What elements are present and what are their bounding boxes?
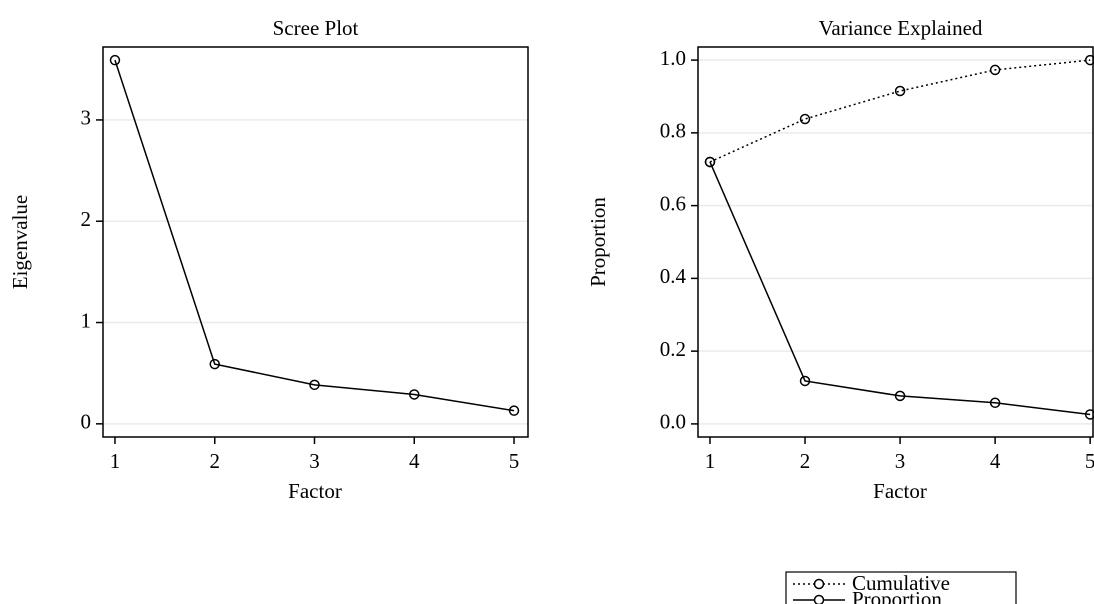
- x-axis-label: Factor: [288, 479, 342, 503]
- x-tick-label: 5: [1085, 449, 1094, 473]
- legend-box: [785, 571, 1017, 604]
- point: [209, 358, 220, 370]
- y-tick-label: 0.0: [660, 410, 686, 434]
- series-line: [709, 59, 1091, 163]
- x-tick-label: 4: [409, 449, 420, 473]
- chart-title: Variance Explained: [819, 16, 983, 40]
- point: [508, 405, 520, 416]
- point: [894, 85, 906, 97]
- x-tick-label: 1: [110, 449, 121, 473]
- plot-frame: [697, 46, 1094, 438]
- legend-label: Cumulative: [852, 571, 950, 595]
- point: [1084, 54, 1094, 66]
- y-tick-label: 0.2: [660, 337, 686, 361]
- series-line: [709, 161, 1091, 416]
- point: [309, 379, 320, 391]
- point: [409, 389, 420, 400]
- x-tick-label: 1: [705, 449, 716, 473]
- y-tick-label: 2: [81, 207, 92, 231]
- point: [1084, 409, 1094, 420]
- point: [799, 375, 811, 387]
- y-axis-label: Proportion: [586, 197, 610, 287]
- y-tick-label: 0.8: [660, 119, 686, 143]
- point: [799, 113, 811, 125]
- legend-label: Proportion: [852, 587, 942, 604]
- y-tick-label: 3: [81, 106, 92, 130]
- chart-title: Scree Plot: [273, 16, 359, 40]
- y-tick-label: 0.4: [660, 264, 687, 288]
- y-tick-label: 1.0: [660, 46, 686, 70]
- x-tick-label: 2: [800, 449, 811, 473]
- point: [989, 64, 1001, 76]
- y-axis-label: Eigenvalue: [8, 195, 32, 289]
- y-tick-label: 0: [81, 410, 92, 434]
- point: [109, 54, 121, 66]
- point: [704, 156, 716, 168]
- point: [894, 390, 906, 402]
- x-tick-label: 3: [895, 449, 906, 473]
- x-tick-label: 2: [209, 449, 220, 473]
- legend-marker: [813, 594, 825, 604]
- series-line: [114, 59, 515, 412]
- x-tick-label: 3: [309, 449, 320, 473]
- plot-frame: [102, 46, 529, 438]
- y-tick-label: 1: [81, 308, 92, 332]
- x-tick-label: 4: [990, 449, 1001, 473]
- y-tick-label: 0.6: [660, 191, 686, 215]
- legend-marker: [813, 578, 825, 590]
- x-axis-label: Factor: [873, 479, 927, 503]
- x-tick-label: 5: [509, 449, 520, 473]
- point: [989, 397, 1001, 409]
